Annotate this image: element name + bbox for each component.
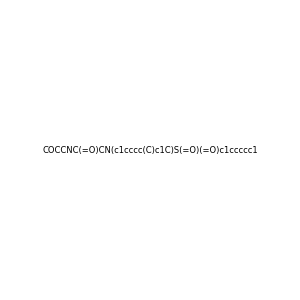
Text: COCCNC(=O)CN(c1cccc(C)c1C)S(=O)(=O)c1ccccc1: COCCNC(=O)CN(c1cccc(C)c1C)S(=O)(=O)c1ccc… xyxy=(42,146,258,154)
